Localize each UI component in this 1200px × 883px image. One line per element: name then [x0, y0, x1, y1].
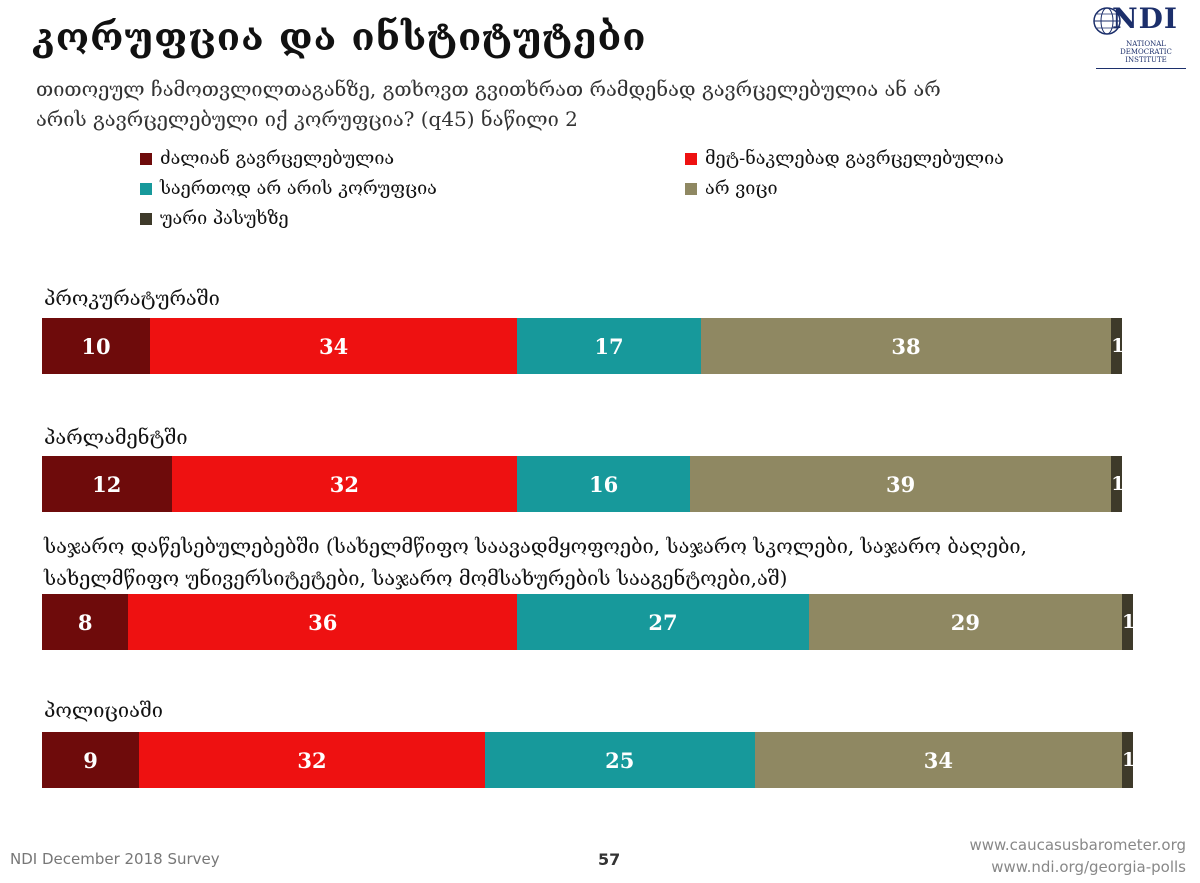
question-subtitle: თითოეულ ჩამოთვლილთაგანზე, გთხოვთ გვითხრა…: [36, 77, 941, 131]
page-number: 57: [598, 850, 621, 869]
data-label: 1: [1122, 749, 1136, 771]
bar-segment: 16: [517, 456, 690, 512]
legend-item: ძალიან გავრცელებულია: [140, 148, 394, 169]
bar-row: 8 36 27 29 1: [42, 594, 1135, 650]
data-label: 8: [77, 609, 93, 635]
bar-segment: 1: [1122, 732, 1136, 788]
link-ndi-georgia-polls[interactable]: www.ndi.org/georgia-polls: [991, 858, 1186, 876]
legend-item: არ ვიცი: [685, 178, 778, 199]
bar-segment: 1: [1122, 594, 1136, 650]
data-label: 29: [950, 609, 980, 635]
legend-swatch: [140, 152, 152, 165]
legend-swatch: [685, 182, 697, 195]
data-label: 32: [297, 747, 327, 773]
ndi-logo: NDI National Democratic Institute: [1092, 2, 1188, 70]
logo-mark: NDI: [1112, 2, 1178, 35]
data-label: 1: [1122, 611, 1136, 633]
legend-label: უარი პასუხზე: [160, 208, 289, 229]
footer-links: www.caucasusbarometer.org www.ndi.org/ge…: [969, 834, 1186, 878]
data-label: 38: [891, 333, 921, 359]
data-label: 32: [329, 471, 359, 497]
bar-segment: 1: [1111, 318, 1125, 374]
bar-segment: 9: [42, 732, 140, 788]
legend-swatch: [140, 212, 152, 225]
legend-swatch: [140, 182, 152, 195]
data-label: 36: [308, 609, 338, 635]
data-label: 9: [83, 747, 98, 773]
category-label: პარლამენტში: [44, 425, 188, 449]
bar-segment: 12: [42, 456, 172, 512]
data-label: 27: [648, 609, 678, 635]
data-label: 17: [594, 333, 624, 359]
bar-segment: 10: [42, 318, 150, 374]
bar-row: 10 34 17 38 1: [42, 318, 1125, 374]
bar-segment: 1: [1111, 456, 1125, 512]
bar-row: 12 32 16 39 1: [42, 456, 1125, 512]
legend-label: არ ვიცი: [705, 178, 778, 199]
bar-segment: 32: [139, 732, 485, 788]
link-caucasusbarometer[interactable]: www.caucasusbarometer.org: [969, 836, 1186, 854]
legend-label: მეტ-ნაკლებად გავრცელებულია: [705, 148, 1004, 169]
page-title: კორუფცია და ინსტიტუტები: [32, 14, 647, 59]
bar-segment: 29: [808, 594, 1122, 650]
bar-segment: 25: [484, 732, 755, 788]
bar-segment: 17: [517, 318, 701, 374]
globe-icon: [1093, 7, 1121, 35]
bar-segment: 38: [700, 318, 1112, 374]
legend-label: ძალიან გავრცელებულია: [160, 148, 395, 169]
data-label: 12: [92, 471, 122, 497]
legend-label: საერთოდ არ არის კორუფცია: [160, 178, 437, 199]
bar-segment: 27: [517, 594, 809, 650]
data-label: 39: [885, 471, 916, 497]
data-label: 34: [318, 333, 349, 359]
legend-item: უარი პასუხზე: [140, 208, 289, 229]
survey-source: NDI December 2018 Survey: [10, 850, 220, 868]
logo-subtitle: National Democratic Institute: [1120, 40, 1172, 64]
data-label: 1: [1111, 473, 1125, 495]
bar-segment: 34: [150, 318, 518, 374]
bar-segment: 8: [42, 594, 129, 650]
logo-divider: [1096, 68, 1186, 69]
data-label: 34: [923, 747, 953, 773]
bar-segment: 36: [128, 594, 518, 650]
data-label: 25: [605, 747, 635, 773]
chart-legend: ძალიან გავრცელებულია მეტ-ნაკლებად გავრცელ…: [140, 148, 1040, 238]
data-label: 1: [1111, 335, 1125, 357]
bar-segment: 39: [690, 456, 1112, 512]
bar-row: 9 32 25 34 1: [42, 732, 1135, 788]
legend-item: საერთოდ არ არის კორუფცია: [140, 178, 437, 199]
legend-item: მეტ-ნაკლებად გავრცელებულია: [685, 148, 1004, 169]
category-label: პროკურატურაში: [44, 286, 220, 310]
bar-segment: 32: [171, 456, 518, 512]
category-label: საჯარო დაწესებულებებში (სახელმწიფო საავა…: [44, 534, 1027, 590]
data-label: 16: [588, 471, 619, 497]
legend-swatch: [685, 152, 697, 165]
bar-segment: 34: [754, 732, 1122, 788]
category-label: პოლიციაში: [44, 698, 163, 722]
data-label: 10: [81, 333, 111, 359]
